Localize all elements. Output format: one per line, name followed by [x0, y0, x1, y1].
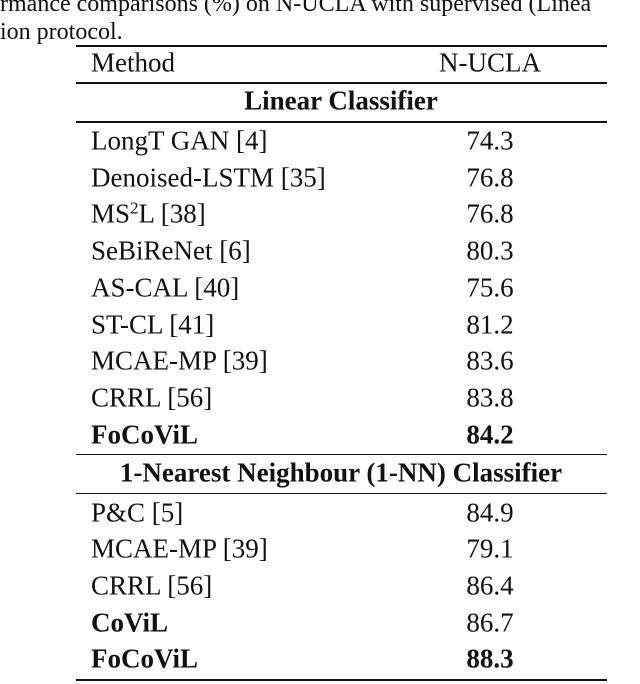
rule	[76, 453, 607, 456]
rule	[76, 492, 607, 495]
value-cell: 84.2	[466, 419, 514, 450]
header-cell: N-UCLA	[439, 47, 541, 78]
value-cell: 83.6	[466, 345, 514, 376]
method-cell: CoViL	[91, 607, 169, 638]
value-cell: 86.4	[466, 570, 514, 601]
method-cell: FoCoViL	[91, 419, 198, 450]
method-cell: CRRL [56]	[91, 570, 213, 601]
rule	[76, 82, 607, 84]
method-cell: CRRL [56]	[91, 382, 213, 413]
value-cell: 76.8	[466, 198, 514, 229]
method-cell: SeBiReNet [6]	[91, 235, 251, 266]
rule	[76, 679, 607, 682]
section-title: Linear Classifier	[244, 85, 438, 116]
caption: rmance comparisons (%) on N-UCLA with su…	[0, 0, 592, 17]
rule	[76, 121, 607, 123]
value-cell: 88.3	[466, 643, 514, 674]
method-part: 2	[130, 198, 139, 218]
method-cell: Denoised-LSTM [35]	[91, 162, 326, 193]
section-title: 1-Nearest Neighbour (1-NN) Classifier	[119, 457, 563, 488]
value-cell: 74.3	[466, 125, 514, 156]
value-cell: 75.6	[466, 272, 514, 303]
caption: ion protocol.	[0, 19, 123, 45]
value-cell: 76.8	[466, 162, 514, 193]
value-cell: 84.9	[466, 497, 514, 528]
rule	[76, 45, 607, 47]
method-cell: MCAE-MP [39]	[91, 533, 268, 564]
method-part: L [38]	[138, 198, 206, 229]
method-cell: MS2L [38]	[91, 198, 206, 229]
value-cell: 83.8	[466, 382, 514, 413]
value-cell: 86.7	[466, 607, 514, 638]
method-cell: MCAE-MP [39]	[91, 345, 268, 376]
method-part: MS	[91, 198, 131, 229]
method-cell: AS-CAL [40]	[91, 272, 240, 303]
method-cell: P&C [5]	[91, 497, 184, 528]
method-cell: ST-CL [41]	[91, 309, 215, 339]
method-cell: FoCoViL	[91, 643, 198, 674]
header-cell: Method	[91, 47, 175, 78]
value-cell: 81.2	[466, 309, 514, 339]
value-cell: 80.3	[466, 235, 514, 266]
value-cell: 79.1	[466, 533, 514, 564]
method-cell: LongT GAN [4]	[91, 125, 268, 156]
